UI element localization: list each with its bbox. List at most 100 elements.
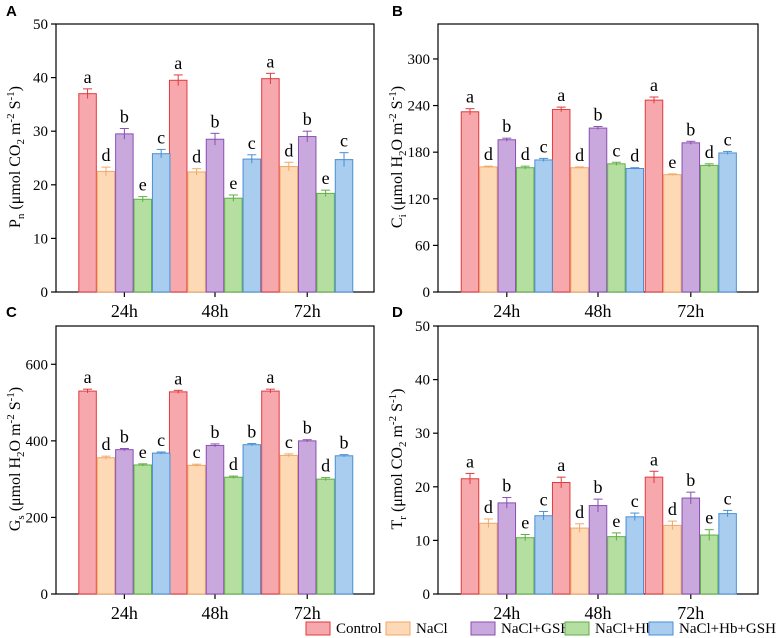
- bar-nacl-gsh-24h: [115, 449, 134, 595]
- bar-nacl-hb-gsh-24h: [534, 515, 553, 595]
- significance-letter: d: [521, 144, 530, 164]
- bar-nacl-hb-48h: [224, 197, 243, 293]
- significance-letter: b: [120, 107, 129, 127]
- significance-letter: c: [724, 488, 732, 508]
- y-tick-label: 200: [26, 510, 49, 526]
- y-axis-label-a: Pn (μmol CO2 m-2 S-1): [5, 86, 27, 228]
- bar-nacl-72h: [663, 524, 682, 595]
- significance-letter: d: [484, 497, 493, 517]
- y-tick-label: 0: [423, 587, 431, 603]
- svg-text:Gs (μmol H2O m-2 S-1): Gs (μmol H2O m-2 S-1): [5, 387, 27, 531]
- significance-letter: b: [594, 477, 603, 497]
- significance-letter: d: [668, 499, 677, 519]
- significance-letter: d: [630, 146, 639, 166]
- bar-nacl-24h: [479, 166, 498, 293]
- significance-letter: b: [303, 109, 312, 129]
- bar-nacl-gsh-24h: [497, 502, 517, 595]
- significance-letter: b: [686, 470, 695, 490]
- significance-letter: d: [101, 145, 110, 165]
- significance-letter: a: [266, 367, 274, 387]
- bar-nacl-hb-72h: [699, 164, 719, 293]
- significance-letter: b: [211, 111, 220, 131]
- y-tick-label: 30: [415, 426, 430, 442]
- y-tick-label: 400: [26, 434, 49, 450]
- significance-letter: c: [631, 491, 639, 511]
- significance-letter: a: [650, 449, 658, 469]
- bar-nacl-gsh-48h: [588, 127, 608, 293]
- category-label: 24h: [111, 301, 138, 321]
- bar-nacl-gsh-48h: [588, 505, 608, 595]
- y-tick-label: 0: [41, 587, 49, 603]
- bar-nacl-hb-gsh-72h: [718, 513, 737, 595]
- significance-letter: a: [466, 87, 474, 107]
- y-tick-label: 300: [408, 52, 431, 68]
- category-label: 48h: [202, 301, 229, 321]
- bar-nacl-48h: [570, 527, 589, 595]
- bar-nacl-gsh-24h: [115, 133, 134, 293]
- bar-control-48h: [168, 391, 188, 595]
- svg-text:Pn (μmol CO2 m-2 S-1): Pn (μmol CO2 m-2 S-1): [5, 86, 27, 228]
- category-label: 72h: [677, 603, 704, 623]
- bar-control-72h: [644, 476, 664, 595]
- significance-letter: d: [229, 454, 238, 474]
- significance-letter: a: [174, 53, 182, 73]
- significance-letter: a: [174, 368, 182, 388]
- panel-tag-b: B: [392, 3, 403, 20]
- y-tick-label: 10: [415, 533, 430, 549]
- significance-letter: b: [686, 119, 695, 139]
- significance-letter: e: [521, 513, 529, 533]
- bar-control-48h: [168, 79, 188, 293]
- significance-letter: e: [139, 442, 147, 462]
- legend-swatch: [305, 621, 331, 636]
- bar-nacl-hb-gsh-24h: [151, 452, 171, 595]
- significance-letter: b: [303, 418, 312, 438]
- panel-b: B Ci (μmol H2O m-2 S-1): [387, 3, 409, 228]
- panel-c: C Gs (μmol H2O m-2 S-1): [5, 304, 27, 531]
- y-tick-label: 10: [33, 231, 48, 247]
- panel-d: D Tr (μmol CO2 m-2 S-1): [387, 304, 409, 530]
- y-axis-label-b: Ci (μmol H2O m-2 S-1): [387, 86, 409, 228]
- bar-nacl-hb-48h: [607, 536, 626, 595]
- bar-nacl-48h: [570, 167, 589, 293]
- y-tick-label: 0: [423, 285, 431, 301]
- bar-nacl-48h: [187, 171, 206, 293]
- bar-nacl-gsh-72h: [297, 136, 317, 293]
- bar-nacl-hb-gsh-48h: [242, 158, 262, 293]
- significance-letter: e: [322, 168, 330, 188]
- significance-letter: d: [484, 144, 493, 164]
- y-tick-label: 0: [41, 285, 49, 301]
- bar-control-24h: [460, 111, 480, 293]
- bar-nacl-hb-gsh-72h: [334, 455, 354, 595]
- y-tick-label: 20: [33, 178, 48, 194]
- legend-label: NaCl+Hb+GSH: [679, 621, 776, 637]
- bar-control-24h: [78, 93, 97, 293]
- bar-nacl-hb-24h: [133, 198, 153, 293]
- significance-letter: b: [594, 105, 603, 125]
- significance-letter: e: [229, 173, 237, 193]
- bar-nacl-72h: [279, 454, 299, 595]
- bar-nacl-hb-gsh-24h: [151, 153, 171, 293]
- y-tick-label: 30: [33, 124, 48, 140]
- significance-letter: a: [557, 85, 565, 105]
- bar-nacl-24h: [479, 522, 498, 595]
- significance-letter: c: [724, 129, 732, 149]
- significance-letter: c: [540, 136, 548, 156]
- y-tick-label: 240: [408, 99, 431, 115]
- panel-tag-d: D: [392, 304, 403, 321]
- significance-letter: c: [612, 140, 620, 160]
- significance-letter: e: [139, 175, 147, 195]
- significance-letter: c: [157, 127, 165, 147]
- significance-letter: e: [705, 508, 713, 528]
- legend-swatch: [648, 621, 674, 636]
- legend-label: NaCl: [416, 621, 448, 637]
- bar-nacl-hb-72h: [316, 478, 335, 595]
- bar-nacl-24h: [96, 170, 116, 293]
- bar-control-48h: [551, 482, 571, 595]
- significance-letter: a: [557, 455, 565, 475]
- significance-letter: b: [211, 422, 220, 442]
- significance-letter: a: [650, 75, 658, 95]
- bar-nacl-72h: [663, 174, 682, 293]
- significance-letter: a: [266, 51, 274, 71]
